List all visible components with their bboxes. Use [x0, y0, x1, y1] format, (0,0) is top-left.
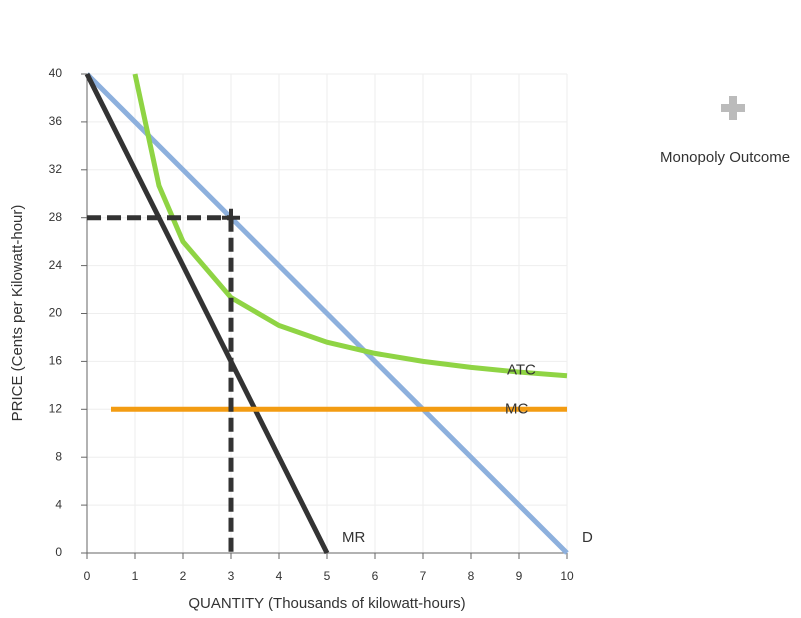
curve-label: MR [342, 529, 365, 546]
y-tick-label: 20 [49, 306, 63, 320]
x-tick-label: 6 [372, 569, 379, 583]
curve-label: D [582, 529, 593, 546]
y-tick-label: 12 [49, 401, 63, 415]
curve [84, 72, 330, 555]
legend-icon[interactable] [717, 96, 745, 120]
y-tick-label: 32 [49, 162, 63, 176]
plus-icon-h [721, 104, 745, 112]
legend-label: Monopoly Outcome [660, 149, 790, 166]
x-tick-label: 5 [324, 569, 331, 583]
curve [132, 73, 568, 379]
y-tick-label: 40 [49, 66, 63, 80]
y-tick-label: 4 [55, 497, 62, 511]
x-axis-label: QUANTITY (Thousands of kilowatt-hours) [188, 595, 465, 612]
outcome-marker [222, 208, 240, 227]
y-axis-label: PRICE (Cents per Kilowatt-hour) [9, 205, 26, 422]
x-tick-label: 0 [84, 569, 91, 583]
x-tick-label: 9 [516, 569, 523, 583]
x-tick-label: 8 [468, 569, 475, 583]
curve [85, 72, 569, 555]
x-tick-label: 3 [228, 569, 235, 583]
y-tick-label: 24 [49, 258, 63, 272]
x-tick-label: 2 [180, 569, 187, 583]
x-tick-label: 4 [276, 569, 283, 583]
x-tick-label: 10 [560, 569, 574, 583]
x-tick-label: 1 [132, 569, 139, 583]
plus-icon-gap [717, 98, 722, 103]
curve-label: ATC [507, 362, 536, 379]
curve-label: MC [505, 400, 528, 417]
y-tick-label: 28 [49, 210, 63, 224]
y-tick-label: 8 [55, 449, 62, 463]
y-tick-label: 36 [49, 114, 63, 128]
y-tick-label: 16 [49, 354, 63, 368]
y-tick-label: 0 [55, 545, 62, 559]
x-tick-label: 7 [420, 569, 427, 583]
